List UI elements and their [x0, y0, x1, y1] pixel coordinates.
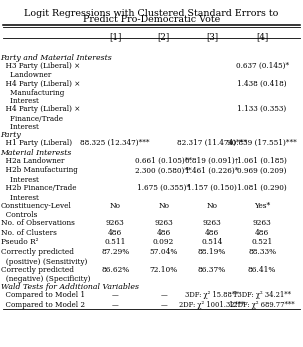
Text: 1.675 (0.355)*: 1.675 (0.355)* — [137, 184, 190, 192]
Text: —: — — [160, 291, 167, 299]
Text: 0.661 (0.105)**: 0.661 (0.105)** — [135, 157, 192, 165]
Text: 0.521: 0.521 — [251, 238, 273, 246]
Text: Yes*: Yes* — [254, 202, 270, 210]
Text: Party and Material Interests: Party and Material Interests — [1, 54, 112, 62]
Text: H2b Finance/Trade: H2b Finance/Trade — [1, 184, 76, 192]
Text: Compared to Model 1: Compared to Model 1 — [1, 291, 85, 299]
Text: 486: 486 — [108, 229, 122, 237]
Text: [4]: [4] — [256, 32, 268, 41]
Text: 486: 486 — [255, 229, 269, 237]
Text: 1.157 (0.150): 1.157 (0.150) — [187, 184, 237, 192]
Text: No. of Clusters: No. of Clusters — [1, 229, 56, 237]
Text: —: — — [112, 291, 118, 299]
Text: Pseudo R²: Pseudo R² — [1, 238, 38, 246]
Text: 57.04%: 57.04% — [149, 248, 178, 256]
Text: 3DF: χ² 15.88**: 3DF: χ² 15.88** — [185, 291, 239, 299]
Text: Predict Pro-Democratic Vote: Predict Pro-Democratic Vote — [83, 15, 220, 24]
Text: H3 Party (Liberal) ×: H3 Party (Liberal) × — [1, 62, 80, 70]
Text: 82.317 (11.474)***: 82.317 (11.474)*** — [177, 139, 247, 147]
Text: 9263: 9263 — [253, 219, 271, 227]
Text: [1]: [1] — [109, 32, 121, 41]
Text: 90.839 (17.551)***: 90.839 (17.551)*** — [227, 139, 297, 147]
Text: 87.29%: 87.29% — [101, 248, 129, 256]
Text: Wald Tests for Additional Variables: Wald Tests for Additional Variables — [1, 283, 138, 291]
Text: Manufacturing: Manufacturing — [1, 89, 64, 97]
Text: 88.325 (12.347)***: 88.325 (12.347)*** — [80, 139, 150, 147]
Text: No: No — [110, 202, 121, 210]
Text: H4 Party (Liberal) ×: H4 Party (Liberal) × — [1, 105, 80, 113]
Text: No: No — [207, 202, 218, 210]
Text: Interest: Interest — [1, 194, 38, 202]
Text: Correctly predicted: Correctly predicted — [1, 248, 74, 256]
Text: 86.62%: 86.62% — [101, 266, 129, 274]
Text: 9263: 9263 — [203, 219, 221, 227]
Text: 12DF: χ² 689.77***: 12DF: χ² 689.77*** — [229, 301, 295, 309]
Text: 0.969 (0.209): 0.969 (0.209) — [237, 167, 287, 175]
Text: 1.081 (0.290): 1.081 (0.290) — [237, 184, 287, 192]
Text: [2]: [2] — [158, 32, 170, 41]
Text: 1.438 (0.418): 1.438 (0.418) — [237, 79, 287, 87]
Text: Correctly predicted: Correctly predicted — [1, 266, 74, 274]
Text: No: No — [158, 202, 169, 210]
Text: (positive) (Sensitivity): (positive) (Sensitivity) — [1, 257, 87, 265]
Text: 9263: 9263 — [154, 219, 173, 227]
Text: 88.33%: 88.33% — [248, 248, 276, 256]
Text: 2.300 (0.580)**: 2.300 (0.580)** — [135, 167, 192, 175]
Text: Logit Regressions with Clustered Standard Errors to: Logit Regressions with Clustered Standar… — [24, 9, 279, 18]
Text: H2a Landowner: H2a Landowner — [1, 157, 64, 165]
Text: [3]: [3] — [206, 32, 218, 41]
Text: 1.133 (0.353): 1.133 (0.353) — [238, 105, 287, 113]
Text: Landowner: Landowner — [1, 71, 51, 79]
Text: 1.461 (0.226)*: 1.461 (0.226)* — [185, 167, 239, 175]
Text: 486: 486 — [205, 229, 219, 237]
Text: Interest: Interest — [1, 123, 38, 131]
Text: 2DF: χ² 1001.32***: 2DF: χ² 1001.32*** — [179, 301, 245, 309]
Text: 0.637 (0.145)*: 0.637 (0.145)* — [235, 62, 289, 70]
Text: No. of Observations: No. of Observations — [1, 219, 75, 227]
Text: Interest: Interest — [1, 97, 38, 105]
Text: 0.092: 0.092 — [153, 238, 174, 246]
Text: Party: Party — [1, 131, 21, 139]
Text: 1.061 (0.185): 1.061 (0.185) — [237, 157, 287, 165]
Text: Interest: Interest — [1, 176, 38, 184]
Text: —: — — [112, 301, 118, 309]
Text: 0.819 (0.091)†: 0.819 (0.091)† — [185, 157, 239, 165]
Text: 72.10%: 72.10% — [149, 266, 178, 274]
Text: H4 Party (Liberal) ×: H4 Party (Liberal) × — [1, 79, 80, 87]
Text: 86.37%: 86.37% — [198, 266, 226, 274]
Text: 86.41%: 86.41% — [248, 266, 276, 274]
Text: —: — — [160, 301, 167, 309]
Text: 0.514: 0.514 — [201, 238, 223, 246]
Text: Finance/Trade: Finance/Trade — [1, 115, 63, 123]
Text: H2b Manufacturing: H2b Manufacturing — [1, 167, 78, 175]
Text: H1 Party (Liberal): H1 Party (Liberal) — [1, 139, 72, 147]
Text: (negative) (Specificity): (negative) (Specificity) — [1, 275, 90, 283]
Text: 13DF: χ² 34.21**: 13DF: χ² 34.21** — [233, 291, 291, 299]
Text: Material Interests: Material Interests — [1, 149, 72, 157]
Text: 486: 486 — [156, 229, 171, 237]
Text: 9263: 9263 — [106, 219, 125, 227]
Text: 88.19%: 88.19% — [198, 248, 226, 256]
Text: Compared to Model 2: Compared to Model 2 — [1, 301, 85, 309]
Text: Constituency-Level: Constituency-Level — [1, 202, 72, 210]
Text: 0.511: 0.511 — [105, 238, 126, 246]
Text: Controls: Controls — [1, 211, 37, 219]
